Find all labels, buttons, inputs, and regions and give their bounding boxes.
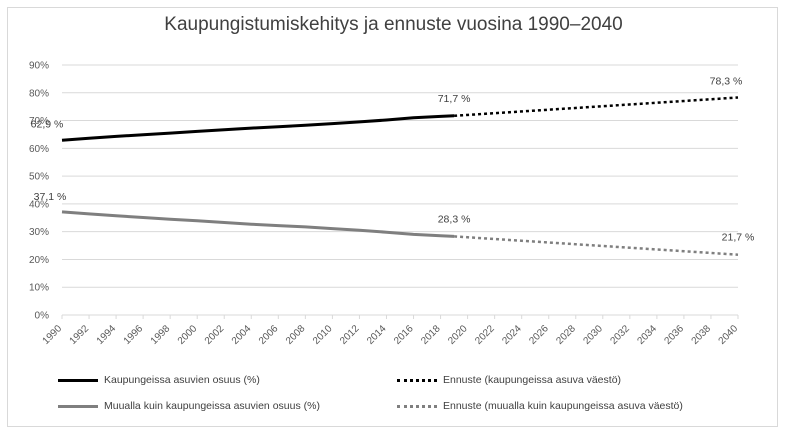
y-tick-label: 50%: [29, 172, 49, 183]
x-tick-label: 2002: [203, 323, 227, 347]
x-tick-label: 2016: [392, 323, 416, 347]
data-label: 37,1 %: [34, 191, 67, 203]
x-tick-label: 2008: [284, 323, 308, 347]
y-tick-label: 30%: [29, 227, 49, 238]
x-tick-label: 1990: [41, 323, 65, 347]
legend-swatch-urban: [58, 378, 98, 382]
series-line-0: [61, 114, 455, 142]
x-tick-label: 2000: [176, 323, 200, 347]
x-tick-label: 2024: [500, 323, 524, 347]
y-tick-label: 20%: [29, 255, 49, 266]
legend-label-rural-forecast: Ennuste (muualla kuin kaupungeissa asuva…: [443, 400, 683, 412]
y-tick-label: 0%: [35, 311, 50, 322]
data-label: 78,3 %: [710, 76, 743, 88]
x-tick-label: 2038: [690, 323, 714, 347]
x-tick-label: 2014: [365, 323, 389, 347]
y-tick-label: 70%: [29, 116, 49, 127]
y-tick-label: 40%: [29, 199, 49, 210]
x-tick-label: 1996: [122, 323, 146, 347]
legend-swatch-rural: [58, 404, 98, 408]
x-tick-label: 2032: [608, 323, 632, 347]
legend-label-urban-forecast: Ennuste (kaupungeissa asuva väestö): [443, 374, 622, 386]
y-tick-label: 10%: [29, 283, 49, 294]
x-tick-label: 1994: [95, 323, 119, 347]
x-tick-label: 2022: [473, 323, 497, 347]
legend-swatch-urban-forecast: [397, 378, 437, 382]
x-tick-label: 2040: [717, 323, 741, 347]
legend-item-urban: Kaupungeissa asuvien osuus (%): [58, 374, 260, 386]
data-label: 62,9 %: [31, 118, 64, 130]
x-tick-label: 1998: [149, 323, 173, 347]
series-line-2: [61, 210, 455, 238]
chart-title: Kaupungistumiskehitys ja ennuste vuosina…: [164, 14, 623, 35]
x-tick-label: 2010: [311, 323, 335, 347]
x-tick-label: 2004: [230, 323, 254, 347]
data-label: 71,7 %: [438, 93, 471, 105]
series-line-3: [454, 235, 739, 256]
x-tick-label: 2026: [527, 323, 551, 347]
x-tick-label: 2020: [446, 323, 470, 347]
x-tick-label: 2034: [635, 323, 659, 347]
x-tick-label: 2006: [257, 323, 281, 347]
x-tick-label: 2018: [419, 323, 443, 347]
x-tick-label: 2036: [663, 323, 687, 347]
data-label: 21,7 %: [722, 232, 755, 244]
data-label: 28,3 %: [438, 213, 471, 225]
legend-swatch-rural-forecast: [397, 404, 437, 408]
legend-item-urban-forecast: Ennuste (kaupungeissa asuva väestö): [397, 374, 621, 386]
legend-item-rural-forecast: Ennuste (muualla kuin kaupungeissa asuva…: [397, 400, 683, 412]
y-tick-label: 80%: [29, 88, 49, 99]
x-tick-label: 2030: [581, 323, 605, 347]
y-tick-label: 90%: [29, 61, 49, 72]
series-line-1: [454, 96, 739, 118]
x-tick-label: 1992: [68, 323, 92, 347]
legend-item-rural: Muualla kuin kaupungeissa asuvien osuus …: [58, 400, 320, 412]
y-tick-label: 60%: [29, 144, 49, 155]
legend-label-urban: Kaupungeissa asuvien osuus (%): [104, 374, 260, 386]
legend-label-rural: Muualla kuin kaupungeissa asuvien osuus …: [104, 400, 320, 412]
x-tick-label: 2012: [338, 323, 362, 347]
x-tick-label: 2028: [554, 323, 578, 347]
